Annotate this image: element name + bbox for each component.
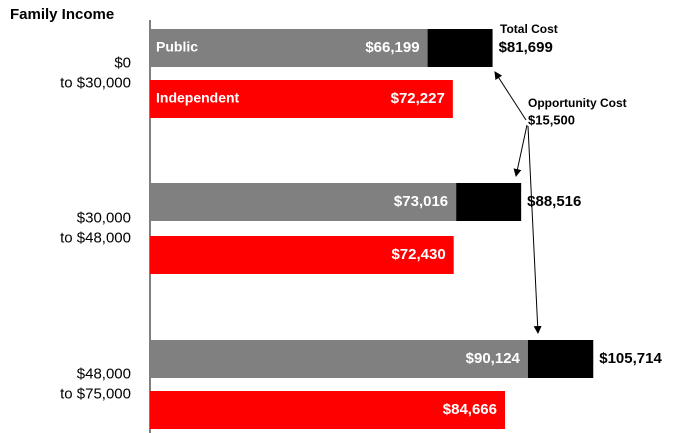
bar bbox=[150, 340, 528, 378]
bar-segment bbox=[456, 183, 522, 221]
bar bbox=[150, 29, 428, 67]
arrows bbox=[494, 71, 542, 334]
total-label: $88,516 bbox=[527, 193, 581, 210]
bar bbox=[150, 183, 457, 221]
annotation: Total Cost bbox=[500, 22, 558, 36]
bar bbox=[150, 236, 454, 274]
value-label: $73,016 bbox=[394, 193, 448, 210]
category-label: $48,000 bbox=[77, 365, 131, 382]
category-label: $30,000 bbox=[77, 209, 131, 226]
total-label: $81,699 bbox=[499, 39, 553, 56]
annotation: Opportunity Cost bbox=[528, 96, 627, 110]
series-label: Public bbox=[156, 39, 198, 55]
bar bbox=[150, 80, 453, 118]
value-label: $84,666 bbox=[443, 401, 497, 418]
value-label: $72,227 bbox=[391, 90, 445, 107]
bar bbox=[150, 391, 506, 429]
category-label: to $30,000 bbox=[60, 74, 131, 91]
annotation: $15,500 bbox=[528, 112, 575, 127]
value-label: $66,199 bbox=[365, 39, 419, 56]
bar-segment bbox=[527, 340, 594, 378]
chart-title: Family Income bbox=[10, 6, 114, 23]
series-label: Independent bbox=[156, 90, 240, 106]
total-label: $105,714 bbox=[599, 350, 662, 367]
category-label: to $75,000 bbox=[60, 385, 131, 402]
value-label: $90,124 bbox=[466, 350, 521, 367]
category-label: $0 bbox=[114, 54, 131, 71]
category-label: to $48,000 bbox=[60, 229, 131, 246]
value-label: $72,430 bbox=[391, 246, 445, 263]
bar-segment bbox=[427, 29, 493, 67]
